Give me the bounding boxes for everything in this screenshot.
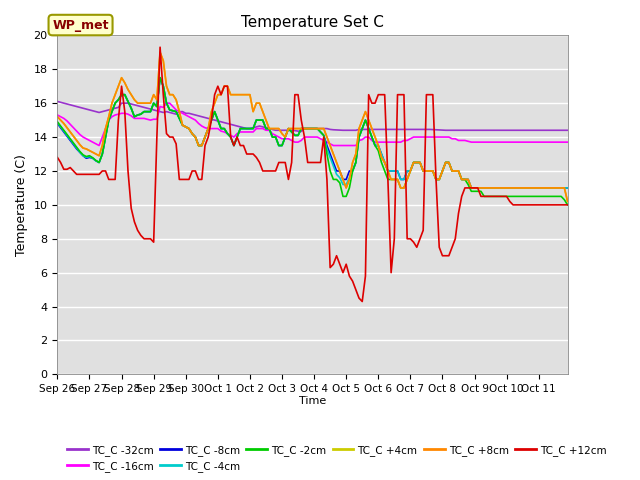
- Title: Temperature Set C: Temperature Set C: [241, 15, 384, 30]
- Y-axis label: Temperature (C): Temperature (C): [15, 154, 28, 256]
- Legend: TC_C -32cm, TC_C -16cm, TC_C -8cm, TC_C -4cm, TC_C -2cm, TC_C +4cm, TC_C +8cm, T: TC_C -32cm, TC_C -16cm, TC_C -8cm, TC_C …: [63, 441, 611, 476]
- Text: WP_met: WP_met: [52, 19, 109, 32]
- X-axis label: Time: Time: [299, 396, 326, 406]
